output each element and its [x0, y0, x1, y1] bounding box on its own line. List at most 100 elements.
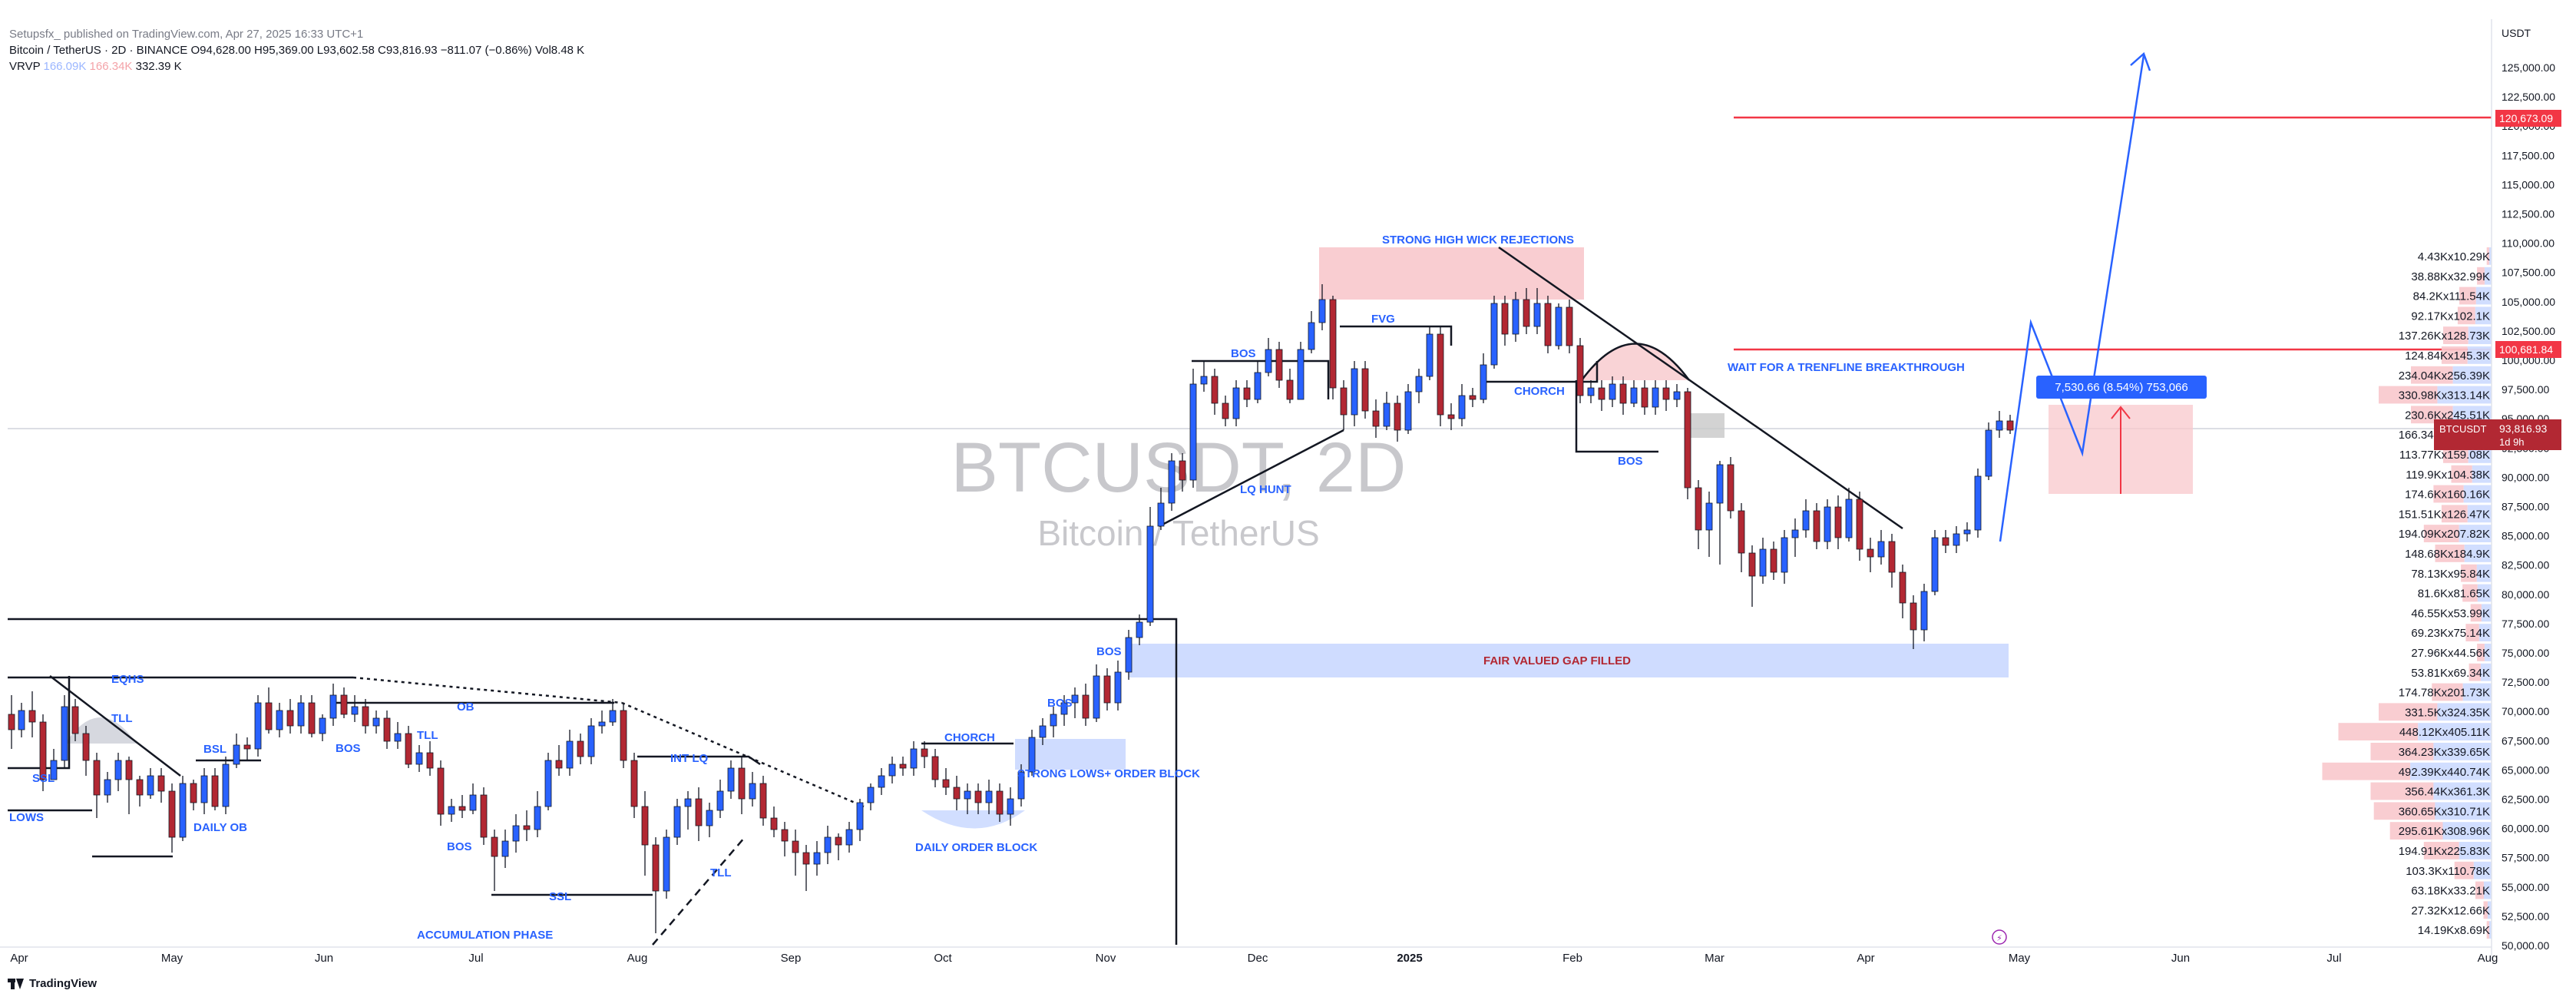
- volume-profile-bar-down: [2432, 683, 2463, 701]
- volume-profile-bar-up: [2467, 346, 2492, 364]
- candle-up: [222, 763, 230, 807]
- ohlc-close: C93,816.93: [378, 44, 438, 57]
- volume-profile-bar-down: [2461, 564, 2477, 582]
- volume-profile-bar-down: [2477, 644, 2485, 661]
- volume-profile-bar-up: [2481, 604, 2492, 622]
- time-axis-label: Mar: [1705, 952, 1724, 965]
- volume-profile-bar-down: [2465, 624, 2479, 641]
- candle-down: [1394, 402, 1401, 431]
- volume-profile-label: 124.84Kx145.3K: [2405, 349, 2490, 363]
- candle-up: [114, 760, 122, 780]
- volume-profile-label: 234.04Kx256.39K: [2399, 369, 2490, 383]
- volume-profile-bar-up: [2433, 743, 2492, 760]
- candle-down: [82, 733, 90, 761]
- candle-down: [437, 767, 445, 815]
- church-line: [1486, 361, 1599, 383]
- candle-down: [1662, 387, 1670, 400]
- candle-up: [1609, 383, 1616, 400]
- symbol-line[interactable]: Bitcoin / TetherUS · 2D · BINANCE O94,62…: [9, 42, 584, 58]
- event-icon[interactable]: [1992, 929, 2007, 945]
- candles-group: [8, 284, 2014, 933]
- candle-down: [1501, 303, 1509, 335]
- volume-profile-bar-down: [2441, 505, 2468, 523]
- candle-up: [1297, 349, 1305, 400]
- candle-up: [1781, 537, 1788, 573]
- time-axis-label: Aug: [627, 952, 648, 965]
- price-axis-label: 115,000.00: [2502, 178, 2555, 190]
- volume-profile-label: 330.98Kx313.14K: [2399, 389, 2490, 402]
- annotation-bos-oct: BOS: [1047, 697, 1073, 710]
- main-trendline: [1498, 246, 1903, 530]
- candle-down: [426, 752, 434, 769]
- annotation-fvg: FVG: [1371, 313, 1395, 326]
- time-axis-labels[interactable]: Apr May Jun Jul Aug Sep Oct Nov Dec 2025 Feb Mar Apr…: [10, 952, 2498, 965]
- annotation-bos-nov: BOS: [1096, 645, 1122, 658]
- price-axis-label: 65,000.00: [2502, 763, 2549, 776]
- candle-down: [211, 775, 219, 807]
- candle-up: [1017, 771, 1025, 800]
- volume-profile-bar-down: [2370, 743, 2434, 760]
- annotation-bsl: BSL: [203, 743, 227, 756]
- candle-up: [18, 710, 25, 730]
- candle-down: [136, 779, 144, 796]
- price-axis-labels[interactable]: 125,000.00122,500.00120,000.00117,500.00…: [2502, 61, 2555, 952]
- volume-profile-label: 14.19Kx8.69K: [2418, 924, 2490, 937]
- structure-lines: [8, 246, 1903, 946]
- candle-down: [71, 706, 79, 734]
- candle-down: [641, 806, 649, 846]
- ohlc-low: L93,602.58: [316, 44, 375, 57]
- volume-profile-label: 38.88Kx32.99K: [2411, 270, 2490, 283]
- annotation-lq-hunt: LQ HUNT: [1240, 483, 1291, 496]
- candle-up: [61, 706, 68, 761]
- candle-down: [577, 740, 584, 757]
- candle-down: [555, 760, 563, 769]
- volume-profile-bar-down: [2462, 584, 2478, 602]
- candle-up: [448, 806, 455, 815]
- volume-profile-label: 492.39Kx440.74K: [2399, 766, 2490, 779]
- volume-profile-bar-up: [2435, 802, 2492, 820]
- candle-down: [286, 710, 294, 727]
- candle-up: [1953, 533, 1960, 546]
- candle-up: [1200, 376, 1208, 385]
- annotation-int-lq: INT LQ: [670, 752, 708, 765]
- volume-profile-bar-up: [2480, 663, 2492, 681]
- candle-up: [1254, 372, 1262, 400]
- volume-profile-bar-up: [2410, 762, 2492, 780]
- annotation-tll-2: TLL: [417, 729, 438, 742]
- volume-profile-label: 69.23Kx75.14K: [2411, 627, 2490, 640]
- candle-down: [1684, 391, 1691, 489]
- vrvp-line[interactable]: VRVP 166.09K 166.34K 332.39 K: [9, 58, 584, 75]
- measure-arrow-head: [2111, 406, 2131, 419]
- volume-profile-bar-down: [2459, 287, 2476, 305]
- candle-down: [931, 756, 939, 780]
- candle-up: [254, 702, 262, 750]
- volume-profile-label: 103.3Kx110.78K: [2406, 865, 2490, 878]
- tradingview-brand[interactable]: TradingView: [8, 977, 97, 990]
- candle-up: [1996, 420, 2003, 431]
- candle-up: [276, 710, 283, 730]
- volume-profile-label: 84.2Kx111.54K: [2413, 290, 2490, 303]
- tll-line-1: [49, 675, 181, 777]
- volume-profile-bar-down: [2486, 247, 2489, 265]
- time-axis-label: Nov: [1096, 952, 1116, 965]
- candle-down: [1856, 498, 1863, 550]
- lq-hunt-line: [1159, 429, 1344, 528]
- volume-profile-bar-up: [2488, 247, 2492, 265]
- time-axis-label: Jun: [2171, 952, 2190, 965]
- symbol-title[interactable]: Bitcoin / TetherUS · 2D · BINANCE: [9, 44, 188, 57]
- time-axis-label: Dec: [1248, 952, 1268, 965]
- candle-down: [1222, 402, 1229, 419]
- volume-profile-bar-down: [2423, 525, 2459, 542]
- candle-up: [1673, 391, 1681, 400]
- candle-up: [1791, 529, 1799, 538]
- price-axis-label: 77,500.00: [2502, 618, 2549, 630]
- candle-up: [1705, 502, 1713, 531]
- price-axis-label: 85,000.00: [2502, 530, 2549, 542]
- volume-profile-bar-down: [2338, 723, 2419, 740]
- candle-up: [673, 806, 681, 838]
- candle-up: [1555, 306, 1562, 346]
- price-axis-label: 87,500.00: [2502, 501, 2549, 513]
- vrvp-label[interactable]: VRVP: [9, 60, 41, 73]
- candle-up: [1587, 387, 1595, 396]
